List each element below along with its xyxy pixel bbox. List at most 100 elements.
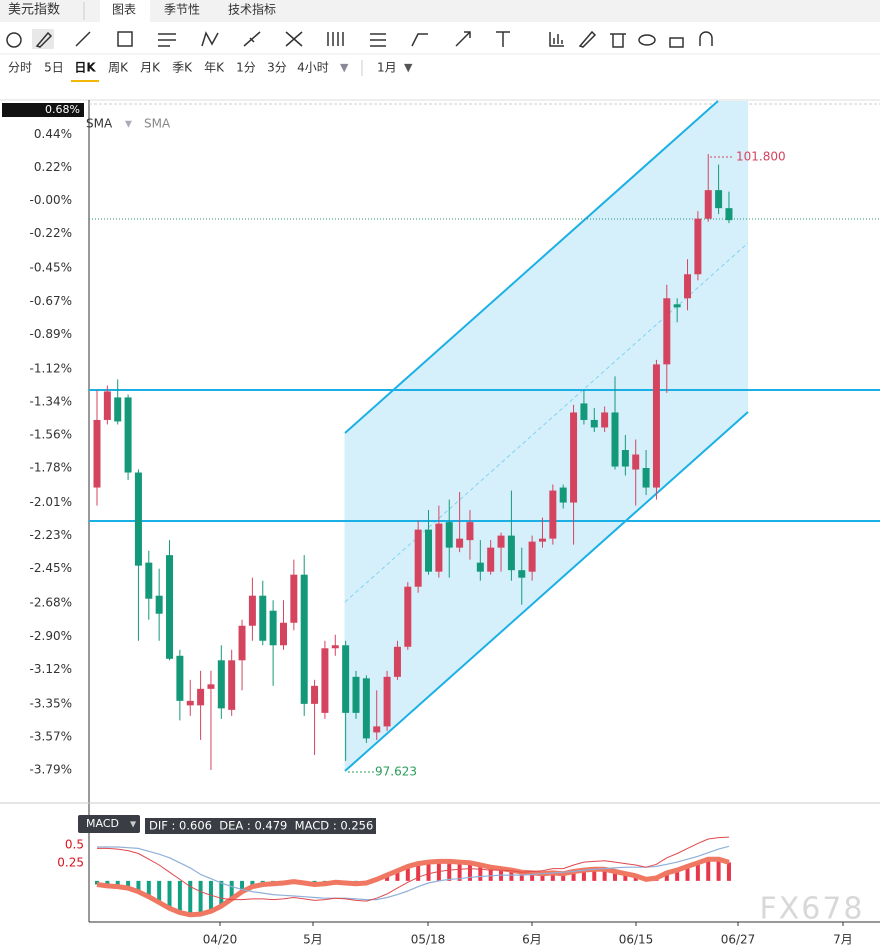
candle-body (311, 685, 319, 704)
candle-body (580, 403, 588, 420)
channel-lower[interactable] (344, 411, 749, 772)
candle-body (300, 574, 308, 704)
tool-icon[interactable] (411, 33, 428, 47)
y-tick-label: -0.67% (30, 294, 72, 308)
macd-bar (602, 869, 607, 881)
tool-icon[interactable] (201, 31, 219, 47)
tool-icon[interactable] (6, 32, 22, 48)
period-button[interactable]: 3分 (267, 61, 287, 75)
indicator-label[interactable]: SMA (86, 117, 113, 131)
candle-body (342, 645, 350, 713)
candle-body (487, 547, 495, 572)
tool-icon[interactable] (578, 30, 597, 48)
candle-body (207, 684, 215, 689)
candle-body (259, 595, 267, 641)
macd-bar (136, 880, 141, 892)
tool-icon[interactable] (669, 37, 684, 48)
period-button[interactable]: 月K (140, 61, 161, 75)
macd-bar (177, 880, 182, 913)
indicator-label[interactable]: SMA (144, 117, 171, 131)
dropdown-arrow[interactable]: ▼ (125, 120, 132, 130)
y-tick-label: -1.34% (30, 394, 72, 408)
dropdown-arrow[interactable]: ▼ (404, 61, 413, 74)
candle-body (269, 610, 277, 646)
instrument-title: 美元指数 (8, 3, 60, 18)
dropdown-arrow[interactable]: ▼ (340, 61, 349, 74)
tool-icon[interactable] (496, 31, 510, 47)
tab-bar (0, 0, 880, 22)
period-button[interactable]: 分时 (8, 61, 32, 75)
macd-bar (115, 880, 120, 887)
x-tick-label: 7月 (833, 933, 853, 946)
tool-icon[interactable] (549, 32, 564, 47)
dea-line (97, 845, 730, 901)
price-tag-bg (2, 103, 84, 117)
channel-upper[interactable] (344, 100, 719, 434)
macd-bar (695, 862, 700, 881)
indicator-select[interactable] (78, 815, 140, 833)
period-button[interactable]: 年K (204, 61, 225, 75)
candle-body (528, 541, 536, 572)
candle-body (248, 595, 256, 626)
tab[interactable]: 技术指标 (228, 2, 276, 17)
tab[interactable]: 图表 (112, 3, 136, 17)
tool-icon[interactable] (327, 32, 344, 46)
candle-body (652, 364, 660, 488)
x-tick-label: 06/15 (619, 933, 654, 946)
period-button[interactable]: 4小时 (297, 61, 329, 75)
macd-bar (530, 872, 535, 881)
candle-body (352, 676, 360, 713)
tab[interactable]: 季节性 (164, 3, 200, 17)
candle-body (538, 538, 546, 542)
tool-icon[interactable] (285, 31, 303, 47)
tool-icon[interactable] (117, 31, 133, 47)
macd-bar (716, 859, 721, 881)
period-button[interactable]: 季K (172, 61, 193, 75)
period-button[interactable]: 日K (74, 61, 96, 75)
tool-icon[interactable] (638, 34, 656, 46)
x-tick-label: 04/20 (203, 933, 238, 946)
candle-body (663, 298, 671, 365)
candle-body (176, 655, 184, 701)
period-underline (71, 80, 99, 82)
tool-icon[interactable] (455, 31, 471, 47)
candle-body (186, 700, 194, 706)
macd-bar (540, 873, 545, 881)
macd-bar (219, 880, 224, 907)
macd-bar (167, 880, 172, 909)
watermark: FX678 (759, 892, 864, 927)
tool-icon[interactable] (610, 33, 626, 48)
range-select[interactable]: 1月 (377, 61, 397, 75)
channel-mid[interactable] (344, 242, 749, 603)
legend-box (145, 818, 376, 834)
indicator-name[interactable]: MACD (86, 817, 119, 830)
tool-icon[interactable] (35, 31, 53, 48)
candle-body (445, 522, 453, 548)
tool-icon[interactable] (243, 31, 261, 47)
y-tick-label: -2.23% (30, 528, 72, 542)
period-button[interactable]: 周K (108, 61, 129, 75)
tool-icon[interactable] (699, 31, 713, 46)
y-tick-label: 0.22% (34, 160, 72, 174)
candle-body (425, 529, 433, 572)
macd-envelope (96, 856, 730, 918)
candle-body (704, 190, 712, 219)
period-button[interactable]: 5日 (44, 61, 64, 75)
candle-body (601, 412, 609, 428)
candle-body (684, 274, 692, 299)
tool-icon[interactable] (158, 33, 176, 47)
candle-body (621, 450, 629, 467)
macd-bar (685, 866, 690, 881)
macd-legend: DIF : 0.606 DEA : 0.479 MACD : 0.256 (149, 819, 373, 833)
candle-body (145, 562, 153, 599)
candle-body (124, 397, 132, 473)
candle-body (228, 660, 236, 710)
period-button[interactable]: 1分 (236, 61, 256, 75)
tool-icon[interactable] (75, 31, 91, 47)
macd-bar (95, 880, 99, 885)
candle-body (103, 391, 111, 420)
y-tick-label: -2.45% (30, 561, 72, 575)
dropdown-arrow[interactable]: ▼ (130, 820, 137, 829)
tool-icon[interactable] (370, 33, 386, 47)
